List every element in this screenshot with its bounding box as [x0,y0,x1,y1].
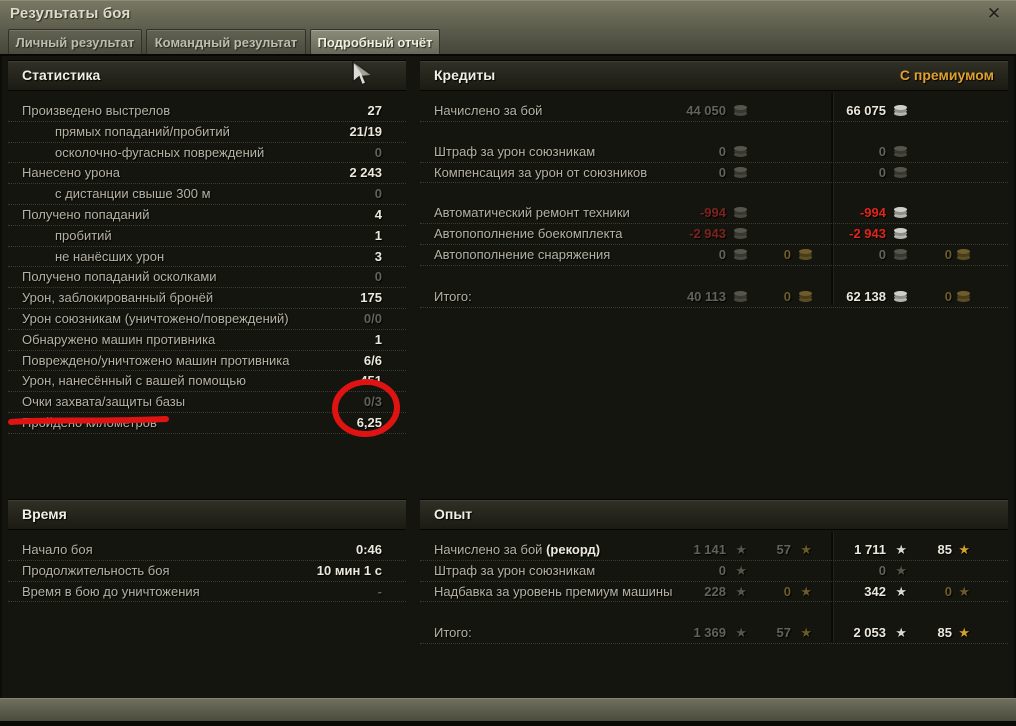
free-xp-star-icon: ★ [800,583,812,599]
statistics-panel: Статистика Произведено выстрелов 27 прямы… [8,60,406,498]
silver-coin-icon [734,207,747,213]
stat-row: Урон, нанесённый с вашей помощью 451 [8,371,406,393]
tab-bar: Личный результат Командный результат Под… [8,29,440,54]
close-icon[interactable]: ✕ [986,4,1002,23]
stat-row: Очки захвата/защиты базы 0/3 [8,392,406,413]
window-title: Результаты боя [10,5,131,22]
silver-coin-icon [894,207,907,213]
experience-header: Опыт [420,499,1008,530]
record-label: (рекорд) [546,542,601,557]
statistics-header: Статистика [8,60,406,91]
time-row: Продолжительность боя 10 мин 1 с [8,561,406,582]
tab-team-result[interactable]: Командный результат [146,29,306,54]
free-xp-star-icon: ★ [800,542,812,557]
credits-row: Автоматический ремонт техники -994 -994 [420,203,1008,225]
stat-row: Повреждено/уничтожено машин противника 6/… [8,351,406,372]
stat-row: Произведено выстрелов 27 [8,101,406,122]
xp-total-row: Итого: 1 369 ★ 57 ★ 2 053 ★ 85 ★ [420,623,1008,645]
free-xp-star-icon: ★ [958,542,970,557]
credits-row: Автопополнение снаряжения 0 0 0 0 [420,245,1008,266]
xp-star-icon: ★ [895,625,907,641]
gold-coin-icon [799,248,812,254]
stat-row-distance-travelled: Пройдено километров 6,25 [8,413,406,434]
time-panel: Время Начало боя 0:46 Продолжительность б… [8,499,406,649]
free-xp-star-icon: ★ [800,625,812,641]
window-header: Результаты боя ✕ Личный результат Команд… [0,0,1016,54]
credits-row: Начислено за бой 44 050 66 075 [420,101,1008,122]
time-row: Время в бою до уничтожения - [8,582,406,603]
stat-row: Урон, заблокированный бронёй 175 [8,288,406,309]
credits-column-divider [831,93,833,305]
with-premium-label: С премиумом [899,67,994,83]
xp-star-icon: ★ [735,625,747,641]
xp-star-icon: ★ [735,562,747,578]
credits-row: Штраф за урон союзникам 0 0 [420,142,1008,163]
credits-header: Кредиты С премиумом [420,60,1008,91]
stat-row: пробитий 1 [8,226,406,247]
stat-row: Обнаружено машин противника 1 [8,330,406,351]
silver-coin-icon [734,228,747,234]
xp-row: Надбавка за уровень премиум машины 228 ★ … [420,582,1008,603]
gold-coin-icon [957,290,970,296]
tab-detailed-report[interactable]: Подробный отчёт [310,29,440,54]
silver-coin-icon [734,145,747,151]
xp-star-icon: ★ [895,542,907,557]
credits-row: Автопополнение боекомплекта -2 943 -2 94… [420,224,1008,245]
window-footer [0,698,1016,721]
xp-star-icon: ★ [735,583,747,599]
gold-coin-icon [799,290,812,296]
silver-coin-icon [894,248,907,254]
xp-star-icon: ★ [735,542,747,557]
xp-row: Штраф за урон союзникам 0 ★ 0 ★ [420,561,1008,582]
credits-panel: Кредиты С премиумом Начислено за бой 44 … [420,60,1008,320]
credits-total-row: Итого: 40 113 0 62 138 0 [420,287,1008,308]
silver-coin-icon [894,290,907,296]
silver-coin-icon [734,290,747,296]
stat-row: осколочно-фугасных повреждений 0 [8,143,406,164]
experience-panel: Опыт Начислено за бой (рекорд) 1 141 ★ 57… [420,499,1008,699]
silver-coin-icon [734,105,747,110]
xp-row: Начислено за бой (рекорд) 1 141 ★ 57 ★ 1 7… [420,540,1008,561]
gold-coin-icon [957,248,970,254]
xp-star-icon: ★ [895,583,907,599]
experience-column-divider [831,532,833,642]
report-content: Статистика Произведено выстрелов 27 прямы… [0,54,1016,698]
tab-personal-result[interactable]: Личный результат [8,29,142,54]
stat-row: Получено попаданий осколками 0 [8,267,406,289]
silver-coin-icon [894,228,907,234]
silver-coin-icon [894,105,907,110]
credits-row: Компенсация за урон от союзников 0 0 [420,163,1008,184]
time-header: Время [8,499,406,530]
silver-coin-icon [734,166,747,172]
silver-coin-icon [894,145,907,151]
time-row: Начало боя 0:46 [8,540,406,561]
stat-row: не нанёсших урон 3 [8,247,406,268]
silver-coin-icon [894,166,907,172]
stat-row: Получено попаданий 4 [8,205,406,226]
xp-star-icon: ★ [895,562,907,578]
stat-row: Урон союзникам (уничтожено/повреждений) 0… [8,309,406,330]
silver-coin-icon [734,248,747,254]
stat-row: прямых попаданий/пробитий 21/19 [8,122,406,143]
stat-row: Нанесено урона 2 243 [8,163,406,185]
free-xp-star-icon: ★ [958,583,970,599]
free-xp-star-icon: ★ [958,625,970,641]
screen-edge [0,721,1016,726]
